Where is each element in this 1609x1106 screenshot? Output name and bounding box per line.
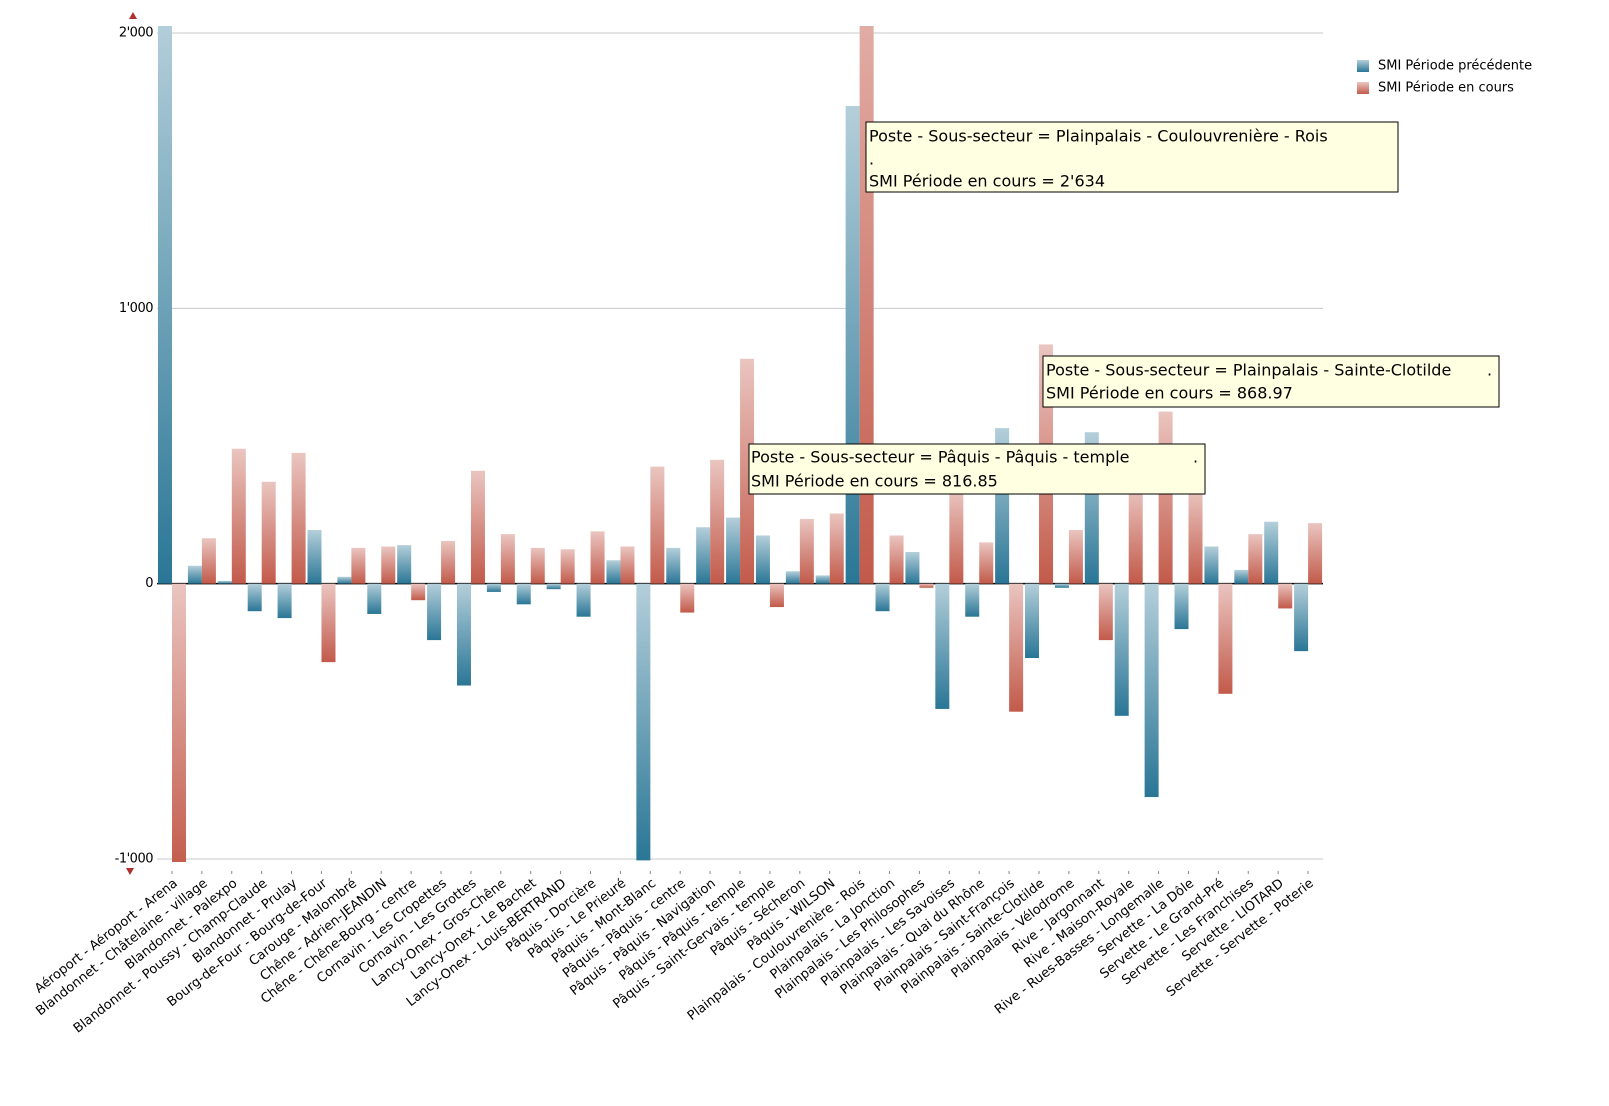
bar <box>726 517 741 584</box>
bar <box>769 583 784 608</box>
bar <box>516 583 531 605</box>
bar <box>785 571 800 584</box>
bar <box>351 547 366 584</box>
bar <box>979 542 994 584</box>
legend-label: SMI Période précédente <box>1378 59 1532 74</box>
bar <box>1248 534 1263 584</box>
bar <box>680 583 695 613</box>
bar <box>1294 583 1309 652</box>
bar <box>829 513 844 584</box>
bar <box>740 358 755 584</box>
bar <box>606 560 621 584</box>
bar <box>935 583 950 709</box>
bar <box>755 535 770 584</box>
bar <box>291 452 306 584</box>
legend-swatch <box>1357 60 1369 72</box>
bar <box>1278 583 1293 609</box>
bar <box>650 466 665 584</box>
bar <box>1054 583 1069 588</box>
bar <box>1114 583 1129 716</box>
bar <box>530 547 545 584</box>
bar <box>666 547 681 584</box>
bar <box>905 552 920 584</box>
bar <box>277 583 292 619</box>
bar <box>919 583 934 588</box>
bar <box>367 583 382 614</box>
tooltip-box <box>865 121 1399 193</box>
bar <box>486 583 501 592</box>
tooltip-text: . <box>1193 448 1198 467</box>
bar <box>1025 583 1040 659</box>
bar <box>1308 523 1323 584</box>
bar <box>560 549 575 584</box>
tooltip-text: Poste - Sous-secteur = Pâquis - Pâquis -… <box>751 448 1130 467</box>
bar <box>247 583 262 612</box>
bar <box>307 529 322 584</box>
bar <box>889 535 904 584</box>
bar <box>261 481 276 584</box>
tooltip-text: Poste - Sous-secteur = Plainpalais - Cou… <box>869 127 1328 146</box>
bar <box>546 583 561 590</box>
bar <box>1174 583 1189 630</box>
bar <box>337 576 352 584</box>
bar <box>965 583 980 617</box>
bar <box>321 583 336 663</box>
bar <box>217 580 232 584</box>
bar <box>1068 529 1083 584</box>
tooltip-text: . <box>1487 361 1492 380</box>
scroll-down-arrow[interactable] <box>126 868 134 875</box>
tooltip-text: SMI Période en cours = 2'634 <box>869 172 1105 191</box>
bar <box>411 583 426 601</box>
bar <box>875 583 890 612</box>
bar <box>500 534 515 584</box>
legend-swatch <box>1357 82 1369 94</box>
tooltip-box <box>748 443 1206 495</box>
y-tick-label: 2'000 <box>119 26 153 41</box>
y-tick-label: -1'000 <box>115 852 154 867</box>
bar <box>620 546 635 584</box>
bar <box>381 546 396 584</box>
bar <box>1204 546 1219 584</box>
bar <box>158 26 172 584</box>
bar <box>845 105 860 584</box>
bar <box>949 490 964 584</box>
bar <box>1128 487 1143 584</box>
bar <box>636 583 651 861</box>
bar <box>710 459 725 584</box>
bar <box>859 26 874 584</box>
bar <box>799 518 814 584</box>
bar <box>815 575 830 584</box>
scroll-up-arrow[interactable] <box>129 12 137 19</box>
bar <box>1158 411 1173 584</box>
bar <box>1009 583 1024 712</box>
bar <box>456 583 471 686</box>
bar <box>1234 569 1249 584</box>
tooltip-text: Poste - Sous-secteur = Plainpalais - Sai… <box>1046 361 1451 380</box>
bar <box>1264 521 1279 584</box>
bar <box>1098 583 1113 641</box>
tooltip-text: SMI Période en cours = 868.97 <box>1046 384 1293 403</box>
bar <box>696 527 711 584</box>
bar <box>470 470 485 584</box>
y-tick-label: 0 <box>145 576 153 591</box>
bar <box>231 448 246 584</box>
y-tick-label: 1'000 <box>119 301 153 316</box>
bar <box>172 583 186 862</box>
bar <box>1218 583 1233 694</box>
bar <box>441 540 456 584</box>
bar <box>187 565 202 584</box>
bar <box>590 531 605 584</box>
bar <box>397 545 412 584</box>
tooltip-text: . <box>869 150 874 169</box>
bar <box>201 538 216 584</box>
bar <box>576 583 591 617</box>
legend-label: SMI Période en cours <box>1378 81 1514 96</box>
bar <box>1188 490 1203 584</box>
bar <box>427 583 442 641</box>
tooltip-text: SMI Période en cours = 816.85 <box>751 472 998 491</box>
tooltip-box <box>1042 355 1500 408</box>
bar <box>1144 583 1159 798</box>
